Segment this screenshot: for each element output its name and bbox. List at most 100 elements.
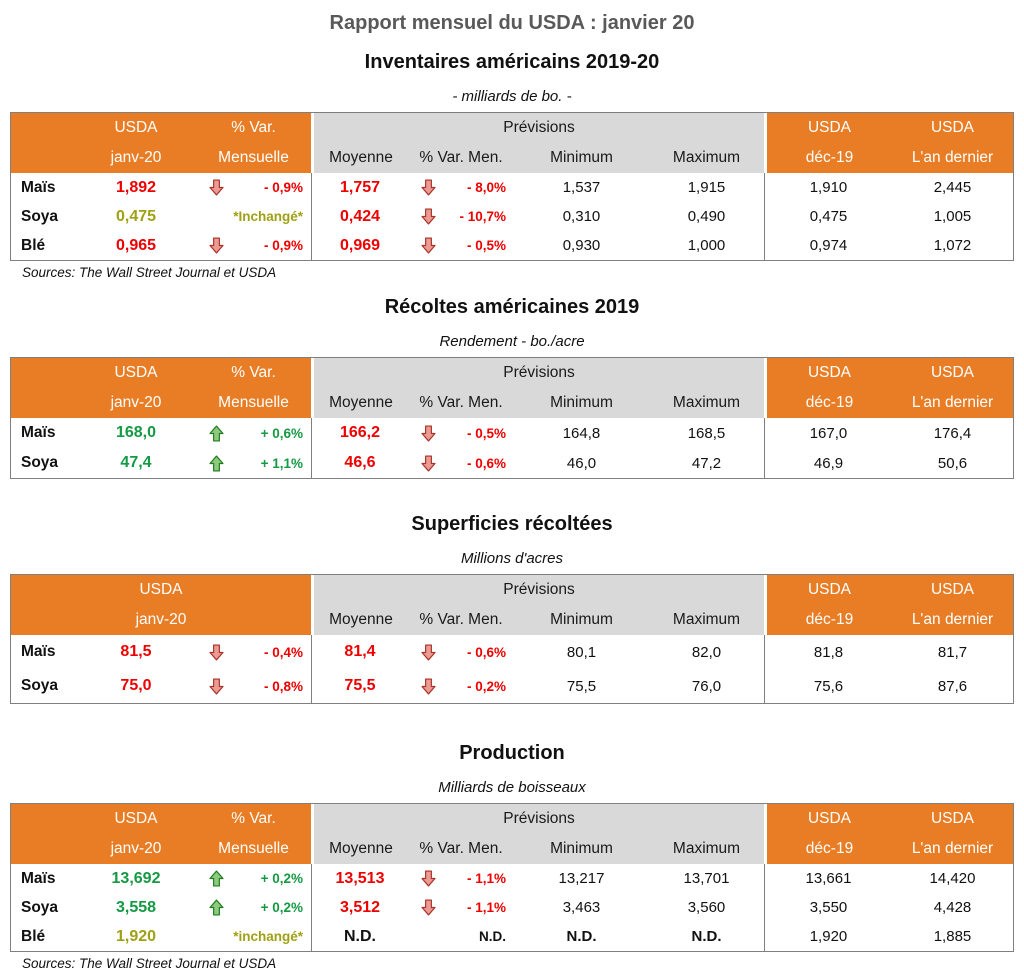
last-year-value: 50,6 <box>892 448 1013 478</box>
moyenne-pct: - 8,0% <box>448 173 514 202</box>
header-last-year: L'an dernier <box>892 834 1013 864</box>
row-label: Soya <box>11 669 76 703</box>
janv-pct: - 0,9% <box>236 231 311 260</box>
last-year-value: 1,885 <box>892 922 1013 951</box>
header-corner <box>11 143 76 173</box>
dec19-value: 0,974 <box>764 231 892 260</box>
janv-arrow-cell <box>196 635 236 669</box>
maximum-value: 1,000 <box>649 231 764 260</box>
moyenne-arrow-cell <box>408 173 448 202</box>
moyenne-value: 0,969 <box>311 231 408 260</box>
report-section: Inventaires américains 2019-20 - milliard… <box>10 51 1014 280</box>
last-year-value: 14,420 <box>892 864 1013 893</box>
janv-value: 81,5 <box>76 635 196 669</box>
janv-arrow-cell <box>196 231 236 260</box>
janv-value: 0,965 <box>76 231 196 260</box>
maximum-value: N.D. <box>649 922 764 951</box>
header-janv20: janv-20 <box>11 605 311 635</box>
maximum-value: 82,0 <box>649 635 764 669</box>
row-label: Blé <box>11 922 76 951</box>
last-year-value: 81,7 <box>892 635 1013 669</box>
header-var-men: % Var. Men. <box>408 388 514 418</box>
moyenne-value: N.D. <box>311 922 408 951</box>
last-year-value: 1,005 <box>892 202 1013 231</box>
maximum-value: 3,560 <box>649 893 764 922</box>
janv-pct: - 0,4% <box>236 635 311 669</box>
header-last-year: L'an dernier <box>892 388 1013 418</box>
last-year-value: 176,4 <box>892 418 1013 448</box>
header-last-year: L'an dernier <box>892 605 1013 635</box>
janv-value: 1,892 <box>76 173 196 202</box>
header-pct-var: % Var. <box>196 113 311 143</box>
janv-pct: + 0,2% <box>236 864 311 893</box>
janv-value: 75,0 <box>76 669 196 703</box>
moyenne-arrow-cell <box>408 669 448 703</box>
minimum-value: 1,537 <box>514 173 649 202</box>
header-mensuelle: Mensuelle <box>196 388 311 418</box>
moyenne-value: 75,5 <box>311 669 408 703</box>
minimum-value: 46,0 <box>514 448 649 478</box>
header-corner <box>11 834 76 864</box>
table-subtitle: Millions d'acres <box>460 550 564 567</box>
dec19-value: 75,6 <box>764 669 892 703</box>
maximum-value: 1,915 <box>649 173 764 202</box>
down-arrow-icon <box>420 454 436 472</box>
header-previsions: Prévisions <box>311 113 764 143</box>
moyenne-value: 0,424 <box>311 202 408 231</box>
header-last-year: L'an dernier <box>892 143 1013 173</box>
moyenne-arrow-cell <box>408 448 448 478</box>
header-mensuelle: Mensuelle <box>196 143 311 173</box>
header-moyenne: Moyenne <box>311 143 408 173</box>
header-minimum: Minimum <box>514 605 649 635</box>
row-label: Soya <box>11 893 76 922</box>
header-dec19: déc-19 <box>764 143 892 173</box>
last-year-value: 87,6 <box>892 669 1013 703</box>
dec19-value: 1,920 <box>764 922 892 951</box>
header-usda-dec: USDA <box>764 804 892 834</box>
minimum-value: 0,310 <box>514 202 649 231</box>
moyenne-arrow-cell <box>408 418 448 448</box>
moyenne-arrow-cell <box>408 893 448 922</box>
janv-value: 3,558 <box>76 893 196 922</box>
minimum-value: 75,5 <box>514 669 649 703</box>
header-usda-last: USDA <box>892 575 1013 605</box>
moyenne-value: 166,2 <box>311 418 408 448</box>
header-usda-last: USDA <box>892 804 1013 834</box>
dec19-value: 46,9 <box>764 448 892 478</box>
header-corner <box>11 804 76 834</box>
header-usda-last: USDA <box>892 358 1013 388</box>
header-mensuelle: Mensuelle <box>196 834 311 864</box>
janv-value: 1,920 <box>76 922 196 951</box>
header-maximum: Maximum <box>649 834 764 864</box>
header-moyenne: Moyenne <box>311 388 408 418</box>
table-title: Récoltes américaines 2019 <box>384 296 640 318</box>
down-arrow-icon <box>208 643 224 661</box>
row-label: Maïs <box>11 635 76 669</box>
sources-note: Sources: The Wall Street Journal et USDA <box>22 956 277 971</box>
header-dec19: déc-19 <box>764 834 892 864</box>
header-previsions: Prévisions <box>311 358 764 388</box>
header-dec19: déc-19 <box>764 605 892 635</box>
down-arrow-icon <box>420 179 436 196</box>
minimum-value: 3,463 <box>514 893 649 922</box>
header-maximum: Maximum <box>649 605 764 635</box>
table-title: Superficies récoltées <box>411 513 613 535</box>
header-var-men: % Var. Men. <box>408 143 514 173</box>
last-year-value: 1,072 <box>892 231 1013 260</box>
report-section: Production Milliards de boisseaux USDA% Va… <box>10 742 1014 971</box>
maximum-value: 47,2 <box>649 448 764 478</box>
maximum-value: 0,490 <box>649 202 764 231</box>
header-maximum: Maximum <box>649 388 764 418</box>
row-label: Maïs <box>11 173 76 202</box>
row-label: Maïs <box>11 864 76 893</box>
sources-note: Sources: The Wall Street Journal et USDA <box>22 265 277 280</box>
moyenne-arrow-cell <box>408 231 448 260</box>
header-minimum: Minimum <box>514 388 649 418</box>
moyenne-value: 1,757 <box>311 173 408 202</box>
table-subtitle: - milliards de bo. - <box>452 88 572 105</box>
header-usda: USDA <box>76 113 196 143</box>
header-usda-dec: USDA <box>764 113 892 143</box>
row-label: Blé <box>11 231 76 260</box>
maximum-value: 76,0 <box>649 669 764 703</box>
